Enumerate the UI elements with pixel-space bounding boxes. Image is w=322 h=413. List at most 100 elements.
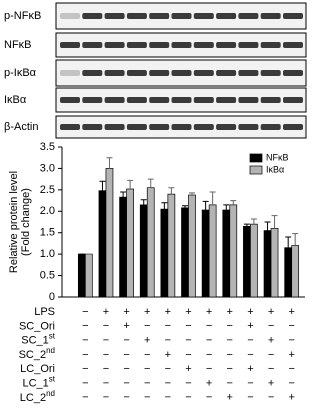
- blot-band: [104, 13, 125, 19]
- bar: [126, 188, 134, 298]
- sign: −: [206, 363, 212, 375]
- blot-band: [283, 70, 303, 76]
- sign: +: [185, 306, 191, 318]
- row-label-text: LC_2: [20, 392, 46, 404]
- error-bar: [106, 157, 113, 169]
- sign: −: [165, 363, 171, 375]
- sign: −: [268, 392, 274, 404]
- bar: [98, 190, 107, 298]
- sign: −: [144, 349, 150, 361]
- sign: −: [247, 392, 253, 404]
- sign: −: [227, 349, 233, 361]
- blot-band: [149, 97, 170, 103]
- sign: +: [206, 306, 212, 318]
- error-bar: [285, 236, 292, 248]
- bar: [201, 209, 210, 298]
- row-label: LC_1st: [22, 375, 55, 390]
- blot-band: [193, 13, 214, 19]
- sign: −: [227, 363, 233, 375]
- error-bar: [243, 223, 250, 227]
- error-bar: [209, 191, 216, 205]
- error-bar: [230, 200, 237, 205]
- error-bar: [161, 202, 168, 210]
- sign: −: [82, 392, 88, 404]
- row-label-sup: nd: [46, 389, 55, 398]
- error-bar: [140, 199, 147, 205]
- sign: +: [247, 306, 253, 318]
- y-tick-label: 3.0: [40, 162, 55, 174]
- sign: −: [247, 349, 253, 361]
- sign: −: [82, 349, 88, 361]
- row-label: SC_2nd: [19, 346, 55, 361]
- bar: [119, 196, 127, 298]
- sign: −: [165, 335, 171, 347]
- sign: −: [123, 349, 129, 361]
- blot-band: [126, 70, 147, 76]
- sign: −: [268, 363, 274, 375]
- error-bar: [223, 204, 230, 210]
- bar: [77, 253, 86, 298]
- blot-band: [104, 42, 125, 48]
- blot-band: [216, 124, 237, 130]
- sign: +: [103, 306, 109, 318]
- blot-band: [126, 97, 147, 103]
- blot-band: [238, 42, 259, 48]
- blot-band: [60, 124, 80, 130]
- sign: −: [103, 320, 109, 332]
- blot-band: [238, 97, 259, 103]
- sign: −: [185, 335, 191, 347]
- blot-band: [193, 124, 214, 130]
- blot-band: [216, 13, 237, 19]
- sign: −: [288, 377, 294, 389]
- blot-band: [149, 42, 170, 48]
- blot-band: [260, 97, 281, 103]
- sign: +: [144, 335, 150, 347]
- sign: −: [288, 363, 294, 375]
- y-tick-label: 3.5: [40, 141, 55, 153]
- y-tick-label: 2.0: [40, 205, 55, 217]
- blot-label: p-NFκB: [4, 10, 41, 22]
- bar: [284, 247, 293, 298]
- blot-band: [126, 13, 147, 19]
- legend-label: NFκB: [266, 152, 289, 162]
- sign: −: [185, 392, 191, 404]
- sign: −: [165, 320, 171, 332]
- blot-band: [171, 124, 192, 130]
- sign: −: [165, 377, 171, 389]
- blot-band: [171, 13, 192, 19]
- sign: −: [165, 392, 171, 404]
- blot-band: [260, 42, 281, 48]
- sign: −: [123, 392, 129, 404]
- sign: −: [185, 377, 191, 389]
- sign: −: [206, 392, 212, 404]
- blot-label: NFκB: [4, 39, 32, 51]
- sign: −: [144, 320, 150, 332]
- bar: [84, 253, 93, 298]
- blot-band: [60, 70, 80, 76]
- error-bar: [202, 200, 209, 210]
- row-label: LC_Ori: [20, 363, 55, 375]
- blot-band: [126, 124, 147, 130]
- bar: [146, 187, 155, 298]
- sign: +: [288, 306, 294, 318]
- row-label: LPS: [34, 306, 55, 318]
- blot-label: p-IκBα: [4, 67, 37, 79]
- sign: +: [288, 392, 294, 404]
- sign: −: [206, 335, 212, 347]
- error-bar: [182, 205, 188, 208]
- sign: +: [185, 363, 191, 375]
- row-label-text: LPS: [34, 306, 55, 318]
- sign: −: [82, 320, 88, 332]
- sign: −: [103, 349, 109, 361]
- blot-band: [260, 124, 281, 130]
- blot-band: [216, 70, 237, 76]
- blot-band: [104, 124, 125, 130]
- blot-band: [283, 13, 303, 19]
- error-bar: [271, 215, 278, 229]
- sign: +: [123, 320, 129, 332]
- error-bar: [147, 178, 154, 188]
- blot-band: [171, 70, 192, 76]
- blot-band: [216, 97, 237, 103]
- blot-band: [283, 97, 303, 103]
- sign: +: [247, 320, 253, 332]
